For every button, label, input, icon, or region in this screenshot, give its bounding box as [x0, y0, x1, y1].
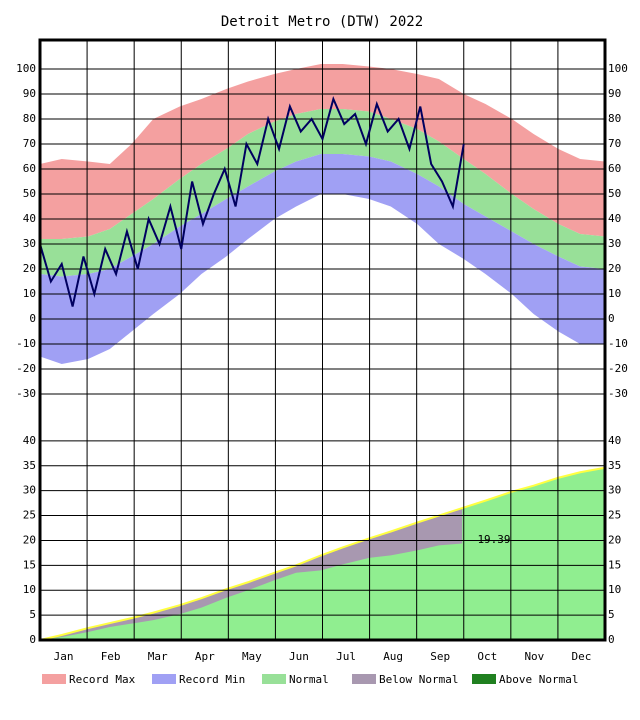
y2-tick-label-right: 35 [608, 459, 621, 472]
y-tick-label-right: -30 [608, 387, 628, 400]
precip-normal-line [39, 466, 606, 641]
x-tick-label: Jul [336, 650, 356, 663]
legend-swatch [42, 674, 66, 684]
observed-line [39, 95, 465, 307]
y2-tick-label: 30 [23, 484, 36, 497]
x-tick-label: Jan [54, 650, 74, 663]
legend-label: Below Normal [379, 673, 458, 686]
x-tick-label: Nov [524, 650, 544, 663]
y2-tick-label: 25 [23, 509, 36, 522]
y-tick-label: 30 [23, 237, 36, 250]
y2-tick-label: 5 [29, 608, 36, 621]
y-tick-label-right: 50 [608, 187, 621, 200]
y2-tick-label-right: 25 [608, 509, 621, 522]
y-tick-label: 60 [23, 162, 36, 175]
chart-title: Detroit Metro (DTW) 2022 [221, 14, 423, 30]
y2-tick-label: 0 [29, 633, 36, 646]
y2-tick-label: 35 [23, 459, 36, 472]
frame [38, 38, 607, 642]
y-tick-label-right: 40 [608, 212, 621, 225]
y-tick-label: 10 [23, 287, 36, 300]
x-tick-label: Feb [101, 650, 121, 663]
y-tick-label-right: 0 [608, 312, 615, 325]
y-tick-label: 70 [23, 137, 36, 150]
y-tick-label: -10 [16, 337, 36, 350]
y-tick-label: 50 [23, 187, 36, 200]
y-tick-label: 80 [23, 112, 36, 125]
x-tick-label: Mar [148, 650, 168, 663]
legend-label: Above Normal [499, 673, 578, 686]
legend-label: Record Max [69, 673, 136, 686]
y2-tick-label-right: 40 [608, 434, 621, 447]
y-tick-label-right: 100 [608, 62, 628, 75]
x-tick-label: Dec [572, 650, 592, 663]
y-tick-label: 20 [23, 262, 36, 275]
y-tick-label: 0 [29, 312, 36, 325]
x-tick-label: Sep [430, 650, 450, 663]
x-tick-label: Apr [195, 650, 215, 663]
y2-tick-label-right: 30 [608, 484, 621, 497]
legend-swatch [152, 674, 176, 684]
y2-tick-label: 20 [23, 533, 36, 546]
y-tick-label: 90 [23, 87, 36, 100]
y2-tick-label-right: 15 [608, 558, 621, 571]
y2-tick-label-right: 5 [608, 608, 615, 621]
y-tick-label: -30 [16, 387, 36, 400]
y-tick-label: 100 [16, 62, 36, 75]
x-tick-label: Aug [383, 650, 403, 663]
y-tick-label-right: -10 [608, 337, 628, 350]
legend-swatch [262, 674, 286, 684]
legend-label: Record Min [179, 673, 245, 686]
y-tick-label: -20 [16, 362, 36, 375]
y-tick-label: 40 [23, 212, 36, 225]
y2-tick-label: 40 [23, 434, 36, 447]
legend-swatch [472, 674, 496, 684]
x-tick-label: Jun [289, 650, 309, 663]
y-tick-label-right: -20 [608, 362, 628, 375]
x-tick-label: May [242, 650, 262, 663]
y2-tick-label: 15 [23, 558, 36, 571]
y-tick-label-right: 70 [608, 137, 621, 150]
x-tick-label: Oct [477, 650, 497, 663]
y-tick-label-right: 60 [608, 162, 621, 175]
y-tick-label-right: 20 [608, 262, 621, 275]
y2-tick-label-right: 0 [608, 633, 615, 646]
legend-label: Normal [289, 673, 329, 686]
annotation: 19.39 [477, 533, 510, 546]
y-tick-label-right: 10 [608, 287, 621, 300]
y2-tick-label-right: 10 [608, 583, 621, 596]
y-tick-label-right: 90 [608, 87, 621, 100]
y2-tick-label: 10 [23, 583, 36, 596]
y-tick-label-right: 80 [608, 112, 621, 125]
y-tick-label-right: 30 [608, 237, 621, 250]
y2-tick-label-right: 20 [608, 533, 621, 546]
legend-swatch [352, 674, 376, 684]
